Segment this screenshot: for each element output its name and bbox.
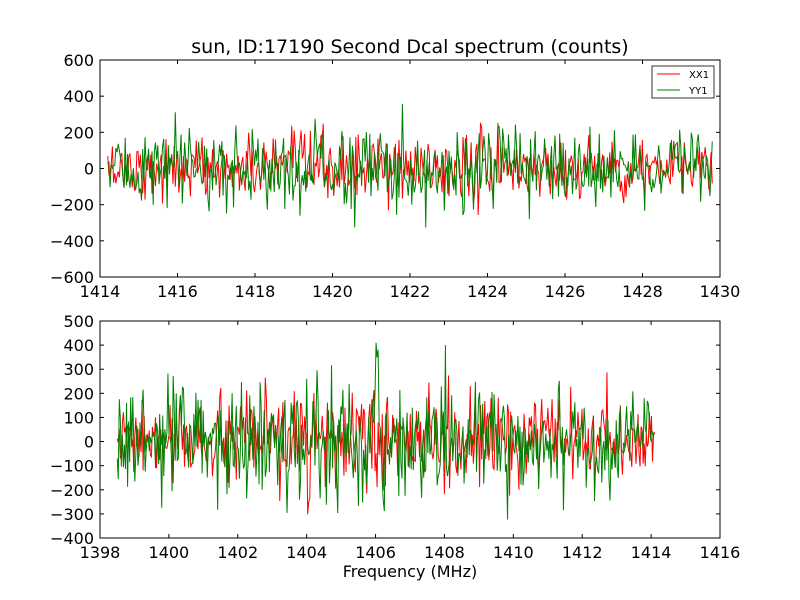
- top-series-yy1: [107, 103, 713, 228]
- bottom-plot-series: [116, 342, 656, 520]
- bottom-series-yy1: [116, 342, 655, 520]
- bottom-x-tick-label: 1414: [631, 543, 672, 562]
- bottom-x-tick-label: 1398: [80, 543, 121, 562]
- bottom-y-tick-label: 400: [63, 336, 94, 355]
- legend: XX1 YY1: [651, 65, 715, 99]
- top-plot: 1414 1416 1418 1420 1422 1424 1426 1428 1430 −600…: [50, 36, 740, 301]
- bottom-y-tick-label: −400: [50, 529, 94, 548]
- top-x-tick-label: 1428: [622, 282, 663, 301]
- top-y-tick-label: −600: [50, 268, 94, 287]
- top-x-tick-label: 1424: [467, 282, 508, 301]
- chart-title: sun, ID:17190 Second Dcal spectrum (coun…: [191, 36, 628, 58]
- bottom-x-tick-label: 1400: [149, 543, 190, 562]
- top-y-tick-label: 400: [63, 87, 94, 106]
- bottom-x-tick-label: 1408: [424, 543, 465, 562]
- bottom-y-tick-label: 200: [63, 384, 94, 403]
- bottom-y-tick-label: 0: [84, 433, 94, 452]
- bottom-plot-frame: [99, 320, 721, 539]
- legend-box: [651, 65, 715, 99]
- bottom-x-tick-label: 1402: [217, 543, 258, 562]
- x-axis-label: Frequency (MHz): [343, 562, 477, 581]
- bottom-y-tick-label: 500: [63, 312, 94, 331]
- top-y-tick-label: 200: [63, 123, 94, 142]
- bottom-y-tick-label: −300: [50, 505, 94, 524]
- top-y-tick-label: −400: [50, 232, 94, 251]
- top-x-tick-label: 1426: [545, 282, 586, 301]
- bottom-x-tick-label: 1406: [355, 543, 396, 562]
- top-x-tick-label: 1422: [390, 282, 431, 301]
- top-y-tick-label: 0: [84, 160, 94, 179]
- top-x-tick-label: 1420: [312, 282, 353, 301]
- bottom-y-tick-label: −100: [50, 457, 94, 476]
- bottom-x-tick-label: 1416: [700, 543, 741, 562]
- bottom-x-tick-label: 1404: [286, 543, 327, 562]
- bottom-y-tick-label: −200: [50, 481, 94, 500]
- top-y-tick-label: 600: [63, 51, 94, 70]
- top-x-tick-label: 1416: [157, 282, 198, 301]
- legend-label-xx1: XX1: [689, 70, 709, 81]
- top-plot-series: [107, 103, 713, 228]
- top-x-tick-label: 1414: [80, 282, 121, 301]
- top-x-tick-label: 1418: [235, 282, 276, 301]
- bottom-y-tick-label: 100: [63, 408, 94, 427]
- bottom-y-tick-label: 300: [63, 360, 94, 379]
- top-plot-ticks: 1414 1416 1418 1420 1422 1424 1426 1428 1430 −600…: [50, 51, 740, 301]
- bottom-plot-ticks: 1398 1400 1402 1404 1406 1408 1410 1412 1414 1416…: [50, 312, 740, 562]
- bottom-plot: 1398 1400 1402 1404 1406 1408 1410 1412 1414 1416…: [50, 312, 740, 581]
- legend-label-yy1: YY1: [688, 86, 708, 97]
- top-y-tick-label: −200: [50, 196, 94, 215]
- bottom-x-tick-label: 1410: [493, 543, 534, 562]
- bottom-x-tick-label: 1412: [562, 543, 603, 562]
- top-x-tick-label: 1430: [700, 282, 741, 301]
